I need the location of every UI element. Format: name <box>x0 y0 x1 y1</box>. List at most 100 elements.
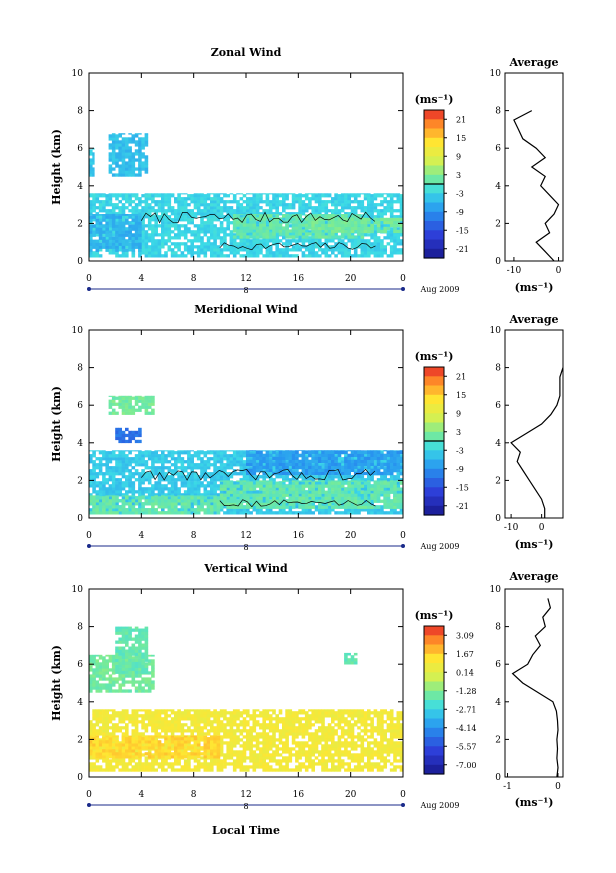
heatmap-cell <box>278 490 283 494</box>
heatmap-cell <box>295 214 299 218</box>
heatmap-cell <box>183 215 188 219</box>
heatmap-cell <box>278 248 283 252</box>
heatmap-cell <box>134 236 139 240</box>
heatmap-cell <box>174 254 178 258</box>
heatmap-cell <box>334 194 338 198</box>
heatmap-cell <box>196 450 201 452</box>
heatmap-cell <box>275 465 279 469</box>
heatmap-cell <box>272 217 276 221</box>
heatmap-cell <box>193 466 198 470</box>
heatmap-cell <box>318 481 322 485</box>
heatmap-cell <box>324 235 329 239</box>
heatmap-cell <box>324 450 329 454</box>
heatmap-cell <box>262 220 266 224</box>
heatmap-cell <box>350 209 355 213</box>
heatmap-cell <box>282 251 286 255</box>
heatmap-cell <box>190 460 194 464</box>
heatmap-cell <box>141 221 145 225</box>
heatmap-cell <box>141 194 145 198</box>
heatmap-cell <box>183 490 188 494</box>
heatmap-cell <box>334 193 338 195</box>
heatmap-cell <box>210 227 214 231</box>
heatmap-cell <box>262 496 266 500</box>
heatmap-cell <box>291 502 296 506</box>
heatmap-cell <box>360 239 365 243</box>
heatmap-cell <box>164 221 168 225</box>
heatmap-cell <box>301 468 306 472</box>
heatmap-cell <box>180 460 185 464</box>
heatmap-cell <box>174 212 178 216</box>
heatmap-cell <box>105 511 109 515</box>
heatmap-cell <box>239 493 244 497</box>
heatmap-cell <box>216 493 221 497</box>
heatmap-cell <box>236 245 240 249</box>
heatmap-cell <box>121 239 126 243</box>
heatmap-cell <box>105 200 109 204</box>
heatmap-cell <box>121 197 126 201</box>
heatmap-cell <box>337 251 342 255</box>
heatmap-cell <box>89 457 93 461</box>
heatmap-cell <box>314 220 319 225</box>
heatmap-cell <box>288 450 293 454</box>
heatmap-cell <box>203 221 208 225</box>
heatmap-cell <box>121 495 126 497</box>
heatmap-cell <box>363 251 368 255</box>
heatmap-cell <box>357 478 361 482</box>
heatmap-cell <box>327 481 332 485</box>
heatmap-cell <box>125 197 129 201</box>
heatmap-cell <box>196 505 201 509</box>
heatmap-cell <box>275 226 279 230</box>
heatmap-cell <box>357 193 361 195</box>
heatmap-cell <box>275 197 279 201</box>
heatmap-cell <box>370 502 374 506</box>
heatmap-cell <box>380 193 384 195</box>
heatmap-cell <box>344 505 348 509</box>
heatmap-cell <box>138 158 142 162</box>
heatmap-cell <box>321 220 325 225</box>
heatmap-cell <box>282 193 286 195</box>
heatmap-cell <box>344 236 348 240</box>
heatmap-cell <box>219 248 224 252</box>
heatmap-cell <box>167 209 172 213</box>
heatmap-cell <box>334 226 338 231</box>
heatmap-cell <box>370 200 374 204</box>
heatmap-cell <box>344 206 348 210</box>
heatmap-cell <box>151 487 155 491</box>
heatmap-cell <box>246 251 250 255</box>
heatmap-cell <box>102 224 106 228</box>
heatmap-cell <box>255 453 260 457</box>
heatmap-cell <box>324 493 329 497</box>
heatmap-cell <box>321 214 325 215</box>
heatmap-cell <box>363 466 368 470</box>
heatmap-cell <box>105 502 109 506</box>
heatmap-cell <box>353 229 358 233</box>
heatmap-cell <box>223 496 227 500</box>
heatmap-cell <box>131 251 136 255</box>
heatmap-cell <box>151 493 155 497</box>
heatmap-cell <box>370 229 374 234</box>
heatmap-cell <box>331 251 335 255</box>
heatmap-cell <box>376 217 381 222</box>
heatmap-cell <box>144 487 149 491</box>
heatmap-cell <box>350 229 355 234</box>
heatmap-cell <box>164 233 168 237</box>
heatmap-cell <box>111 248 116 252</box>
heatmap-cell <box>190 505 194 509</box>
heatmap-cell <box>147 239 152 243</box>
heatmap-cell <box>353 197 358 201</box>
heatmap-cell <box>236 242 240 246</box>
heatmap-cell <box>357 214 361 218</box>
heatmap-cell <box>347 508 351 512</box>
heatmap-cell <box>206 484 211 488</box>
heatmap-cell <box>203 475 208 479</box>
heatmap-cell <box>144 451 149 455</box>
heatmap-cell <box>268 239 273 243</box>
heatmap-cell <box>125 200 129 204</box>
heatmap-cell <box>206 481 211 485</box>
heatmap-cell <box>170 505 175 509</box>
heatmap-cell <box>95 242 100 246</box>
heatmap-cell <box>272 206 276 210</box>
heatmap-cell <box>360 232 365 236</box>
heatmap-cell <box>167 502 172 506</box>
heatmap-cell <box>311 481 315 485</box>
